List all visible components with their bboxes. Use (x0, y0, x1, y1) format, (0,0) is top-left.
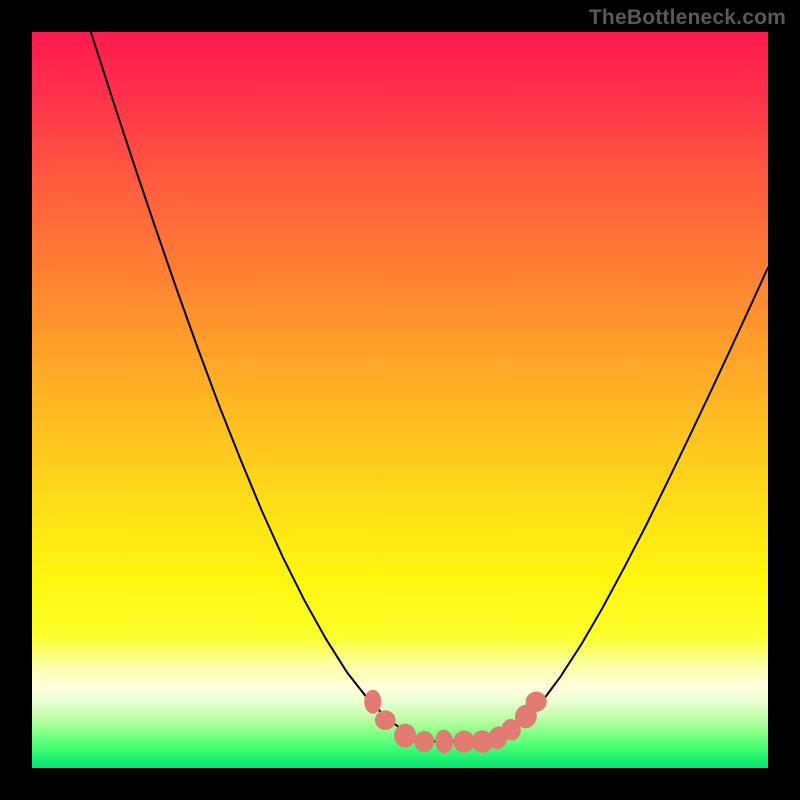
watermark-text: TheBottleneck.com (589, 6, 786, 30)
chart-container: TheBottleneck.com (0, 0, 800, 800)
chart-background-gradient (32, 32, 768, 768)
bottleneck-curve-chart (0, 0, 800, 800)
optimal-marker (364, 690, 381, 714)
